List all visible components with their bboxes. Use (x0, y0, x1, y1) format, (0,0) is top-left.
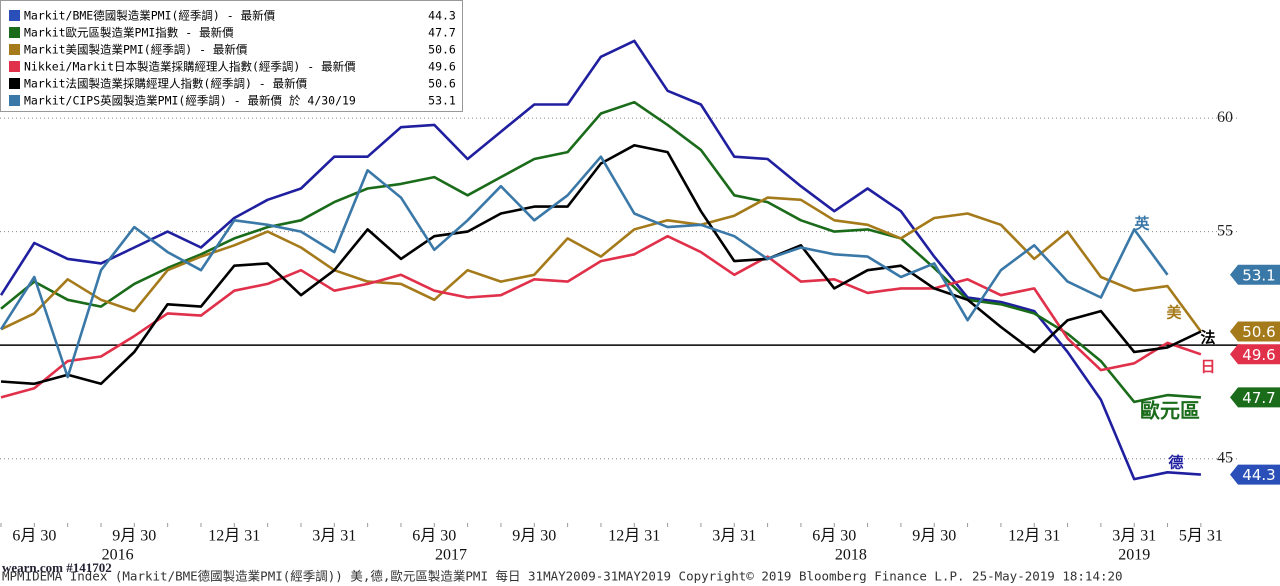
series-annotation: 英 (1134, 215, 1150, 233)
legend-swatch (9, 10, 20, 21)
legend-swatch (9, 44, 20, 55)
value-tag-label: 44.3 (1242, 466, 1275, 484)
legend-label: Nikkei/Markit日本製造業採購經理人指數(經季調) - 最新價 (24, 60, 356, 74)
x-tick-label: 6月 30 (12, 528, 56, 545)
series-line (0, 100, 1201, 404)
y-tick-label: 60 (1217, 109, 1233, 126)
footer-source: wearn.com #141702 (2, 560, 112, 575)
legend-swatch (9, 27, 20, 38)
series-line (0, 144, 1202, 386)
legend-value: 50.6 (428, 43, 456, 57)
x-tick-label: 12月 31 (608, 528, 660, 545)
value-tag (1230, 264, 1280, 285)
footer-note: MPMIDEMA Index (Markit/BME德國製造業PMI(經季調))… (2, 569, 1123, 584)
value-tag-label: 49.6 (1242, 346, 1275, 364)
year-label: 2018 (835, 547, 867, 564)
value-tag (1230, 344, 1280, 365)
y-tick-label: 55 (1217, 222, 1233, 239)
legend-box (0, 0, 463, 112)
legend-label: Markit美國製造業PMI(經季調) - 最新價 (24, 43, 248, 57)
value-tag-label: 50.6 (1242, 323, 1275, 341)
year-label: 2017 (435, 547, 467, 564)
x-tick-label: 3月 31 (712, 528, 756, 545)
series-annotation: 法 (1200, 329, 1215, 347)
legend-swatch (9, 61, 20, 72)
x-tick-label: 6月 30 (812, 528, 856, 545)
series-line (0, 234, 1202, 399)
legend-value: 53.1 (428, 94, 456, 108)
series-line (0, 39, 1201, 481)
x-tick-label: 9月 30 (912, 528, 956, 545)
legend-value: 47.7 (428, 26, 456, 40)
legend-value: 50.6 (428, 77, 456, 91)
value-tag (1230, 321, 1280, 342)
legend-value: 49.6 (428, 60, 456, 74)
value-tag (1230, 464, 1280, 485)
value-tag-label: 53.1 (1242, 266, 1275, 284)
plot (0, 39, 1240, 481)
year-label: 2016 (102, 547, 134, 564)
legend-label: Markit/CIPS英國製造業PMI(經季調) - 最新價 於 4/30/19 (24, 94, 356, 108)
x-tick-label: 5月 31 (1179, 528, 1223, 545)
series-annotation: 日 (1200, 358, 1215, 376)
year-label: 2019 (1118, 547, 1150, 564)
value-tag-label: 47.7 (1242, 389, 1275, 407)
legend: Markit/BME德國製造業PMI(經季調) - 最新價 44.3 Markit歐… (0, 0, 463, 112)
y-tick-label: 45 (1217, 449, 1233, 466)
x-tick-label: 9月 30 (512, 528, 556, 545)
value-tag (1230, 387, 1280, 408)
x-tick-label: 3月 31 (312, 528, 356, 545)
series-line (0, 155, 1169, 379)
x-tick-label: 6月 30 (412, 528, 456, 545)
series-annotation: 美 (1166, 304, 1182, 322)
x-tick-label: 12月 31 (1008, 528, 1060, 545)
x-tick-label: 9月 30 (112, 528, 156, 545)
series-annotation: 德 (1168, 454, 1183, 472)
x-tick-label: 12月 31 (208, 528, 260, 545)
legend-label: Markit歐元區製造業PMI指數 - 最新價 (24, 26, 234, 40)
legend-label: Markit法國製造業採購經理人指數(經季調) - 最新價 (24, 77, 308, 91)
legend-label: Markit/BME德國製造業PMI(經季調) - 最新價 (24, 9, 276, 23)
legend-swatch (9, 95, 20, 106)
x-tick-label: 3月 31 (1112, 528, 1156, 545)
series-annotation: 歐元區 (1140, 399, 1200, 423)
legend-value: 44.3 (428, 9, 456, 23)
legend-swatch (9, 78, 20, 89)
series-line (0, 196, 1202, 333)
